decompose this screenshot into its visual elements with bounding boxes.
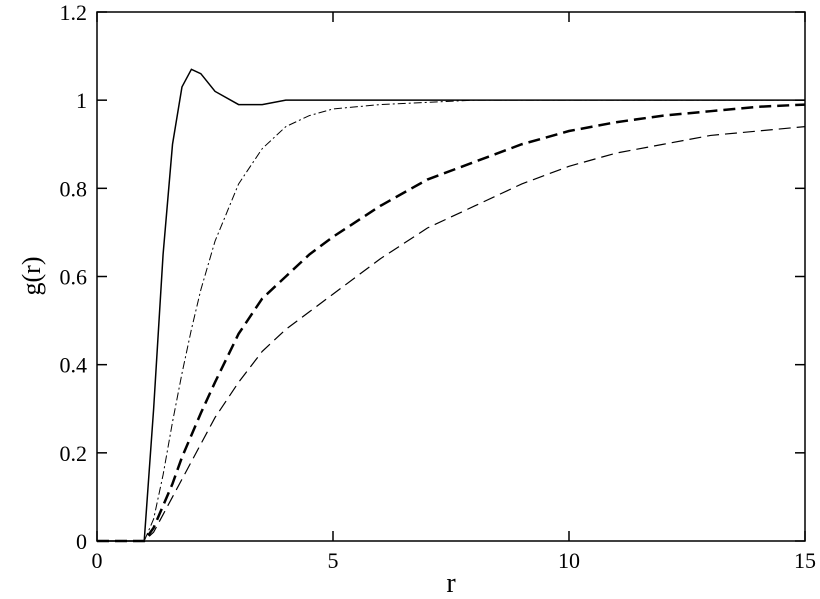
plot-frame: [96, 11, 806, 542]
x-tick-label: 15: [794, 548, 816, 573]
y-tick-label: 0.4: [60, 353, 88, 378]
x-axis-label: r: [446, 568, 456, 599]
y-tick-label: 0: [76, 529, 87, 554]
y-tick-label: 0.8: [60, 176, 88, 201]
y-tick-label: 0.2: [60, 441, 88, 466]
series-line: [97, 126, 806, 542]
series-line: [97, 99, 805, 542]
series-line: [97, 68, 805, 542]
x-tick-label: 0: [92, 548, 103, 573]
x-tick-label: 5: [328, 548, 339, 573]
y-tick-label: 1.2: [60, 0, 88, 25]
x-tick-label: 10: [558, 548, 580, 573]
y-axis-label: g(r): [17, 257, 46, 296]
series-line: [97, 103, 806, 543]
y-tick-label: 0.6: [60, 265, 88, 290]
y-tick-label: 1: [76, 88, 87, 113]
